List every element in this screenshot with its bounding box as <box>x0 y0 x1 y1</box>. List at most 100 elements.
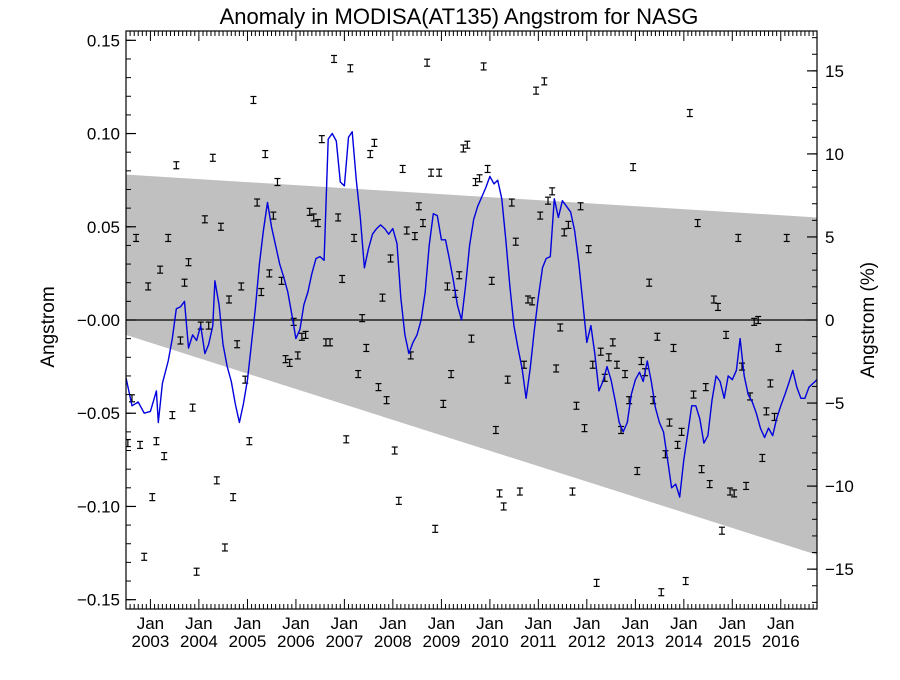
x-tick-label-month: Jan <box>185 614 212 633</box>
errorbar-point <box>549 187 556 196</box>
errorbar-point <box>589 360 596 369</box>
x-tick-label-month: Jan <box>622 614 649 633</box>
errorbar-point <box>718 526 725 535</box>
x-tick-label-month: Jan <box>379 614 406 633</box>
errorbar-point <box>209 153 216 162</box>
errorbar-point <box>759 453 766 463</box>
errorbar-point <box>383 396 390 405</box>
errorbar-point <box>274 177 281 187</box>
x-tick-label-year: 2009 <box>423 632 461 651</box>
errorbar-point <box>690 390 697 399</box>
errorbar-point <box>464 140 471 149</box>
y-tick-label-right: 5 <box>825 228 834 247</box>
plot-area <box>126 54 817 597</box>
errorbar-point <box>363 343 370 353</box>
errorbar-point <box>173 161 180 170</box>
errorbar-point <box>189 403 196 412</box>
x-tick-label-year: 2006 <box>277 632 315 651</box>
errorbar-point <box>327 338 334 347</box>
errorbar-point <box>638 356 645 366</box>
errorbar-point <box>310 213 317 222</box>
errorbar-point <box>678 427 685 436</box>
errorbar-point <box>585 245 592 254</box>
errorbar-point <box>468 334 475 343</box>
errorbar-point <box>476 174 483 183</box>
errorbar-point <box>161 452 168 461</box>
errorbar-point <box>581 424 588 433</box>
errorbar-point <box>670 343 677 353</box>
y-tick-label-right: 15 <box>825 62 844 81</box>
errorbar-point <box>238 282 245 291</box>
errorbar-point <box>448 369 455 379</box>
errorbar-point <box>302 330 309 340</box>
errorbar-point <box>533 86 540 95</box>
errorbar-point <box>375 383 382 392</box>
errorbar-point <box>246 437 253 446</box>
y-tick-label-left: 0.15 <box>87 31 120 50</box>
errorbar-point <box>597 347 604 356</box>
errorbar-point <box>411 231 418 241</box>
y-tick-label-right: 10 <box>825 145 844 164</box>
x-tick-label-year: 2016 <box>762 632 800 651</box>
errorbar-point <box>694 218 701 228</box>
y-tick-label-right: 0 <box>825 311 834 330</box>
errorbar-point <box>379 293 386 302</box>
errorbar-point <box>351 233 358 243</box>
errorbar-point <box>456 271 463 280</box>
errorbar-point <box>496 489 503 498</box>
errorbar-point <box>727 487 734 496</box>
errorbar-point <box>258 287 265 297</box>
errorbar-point <box>262 149 269 159</box>
errorbar-point <box>359 314 366 323</box>
errorbar-point <box>424 58 431 67</box>
x-tick-label-month: Jan <box>525 614 552 633</box>
y-tick-label-right: −5 <box>825 394 844 413</box>
errorbar-point <box>529 297 536 306</box>
plot-clipped <box>126 54 817 597</box>
errorbar-point <box>221 543 228 552</box>
errorbar-point <box>234 340 241 349</box>
errorbar-point <box>702 383 709 392</box>
y-tick-label-left: −0.05 <box>77 404 120 423</box>
errorbar-point <box>387 254 394 263</box>
x-tick-label-month: Jan <box>282 614 309 633</box>
y-tick-label-left: 0.10 <box>87 125 120 144</box>
errorbar-point <box>605 353 612 362</box>
errorbar-point <box>609 338 616 347</box>
errorbar-point <box>714 302 721 312</box>
errorbar-point <box>403 226 410 235</box>
x-tick-label-month: Jan <box>234 614 261 633</box>
errorbar-point <box>318 135 325 144</box>
errorbar-point <box>504 375 511 384</box>
errorbar-point <box>524 295 531 304</box>
errorbar-point <box>193 567 200 576</box>
y-tick-label-right: −15 <box>825 560 854 579</box>
y-tick-label-left: −0.10 <box>77 497 120 516</box>
errorbar-point <box>706 479 713 489</box>
errorbar-point <box>230 493 237 502</box>
errorbar-point <box>622 369 629 379</box>
errorbar-point <box>646 278 653 287</box>
errorbar-point <box>593 578 600 587</box>
errorbar-point <box>205 321 212 330</box>
errorbar-point <box>569 487 576 496</box>
errorbar-point <box>565 220 572 230</box>
errorbar-point <box>516 487 523 496</box>
errorbar-point <box>126 438 131 448</box>
errorbar-point <box>508 198 515 207</box>
errorbar-point <box>460 144 467 153</box>
errorbar-point <box>630 163 637 172</box>
x-tick-label-year: 2015 <box>713 632 751 651</box>
x-tick-label-year: 2011 <box>520 632 557 651</box>
errorbar-point <box>226 295 233 304</box>
errorbar-point <box>755 315 762 325</box>
errorbar-point <box>553 364 560 373</box>
errorbar-point <box>634 466 641 476</box>
errorbar-point <box>153 437 160 446</box>
errorbar-point <box>185 258 192 267</box>
errorbar-point <box>347 64 354 73</box>
errorbar-point <box>698 465 705 474</box>
errorbar-point <box>145 282 152 291</box>
chart-title: Anomaly in MODISA(AT135) Angstrom for NA… <box>220 4 699 29</box>
errorbar-point <box>735 233 742 243</box>
